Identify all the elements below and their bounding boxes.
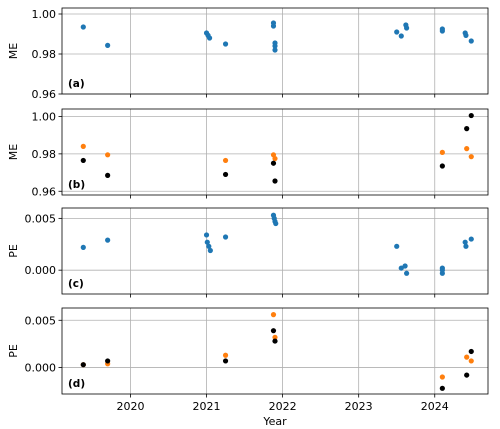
data-point [105, 152, 111, 158]
axes-frame [61, 307, 489, 395]
data-point [80, 244, 86, 250]
data-point [398, 33, 404, 39]
y-axis-label: ME [7, 43, 20, 59]
y-tick-label: 1.00 [32, 8, 57, 21]
data-point [439, 270, 445, 276]
data-point [468, 236, 474, 242]
data-point [273, 220, 279, 227]
x-tick-label: 2024 [421, 400, 449, 413]
data-point [468, 154, 474, 160]
data-point [270, 23, 277, 29]
data-point [463, 32, 469, 39]
data-point [463, 243, 469, 249]
x-tick-label: 2020 [116, 400, 144, 413]
data-point [206, 35, 213, 41]
y-tick-label: 0.000 [25, 362, 57, 375]
data-point [272, 178, 278, 184]
data-point [468, 38, 474, 44]
data-point [206, 243, 212, 249]
x-tick-label: 2022 [269, 400, 297, 413]
data-point [439, 385, 445, 391]
data-point [394, 29, 400, 35]
data-point [270, 328, 277, 334]
data-point [204, 239, 210, 245]
data-point [272, 47, 278, 53]
data-point [203, 232, 210, 238]
y-tick-label: 1.00 [32, 110, 57, 123]
axes-frame [61, 7, 489, 95]
data-point [222, 234, 229, 240]
data-point [402, 263, 408, 269]
data-point [105, 172, 111, 178]
data-point [222, 352, 229, 358]
data-point [464, 372, 470, 378]
y-tick-label: 0.98 [32, 48, 57, 61]
data-point [468, 112, 474, 119]
data-point [272, 43, 278, 49]
y-tick-label: 0.005 [25, 314, 57, 327]
panel-label: (c) [68, 278, 84, 290]
data-point [222, 41, 229, 47]
data-point [272, 155, 278, 162]
data-point [439, 28, 445, 34]
y-axis-label: ME [7, 144, 20, 160]
y-axis-label: PE [7, 344, 20, 358]
y-axis-label: PE [7, 244, 20, 258]
data-point [222, 358, 229, 364]
data-point [439, 374, 445, 380]
data-point [404, 25, 410, 31]
data-point [105, 42, 111, 49]
data-point [272, 334, 278, 340]
data-point [80, 143, 86, 149]
data-point [398, 265, 404, 271]
panel-label: (b) [68, 179, 85, 191]
data-point [80, 24, 86, 30]
axes-frame [61, 108, 489, 196]
data-point [404, 270, 410, 276]
data-point [80, 362, 86, 368]
data-point [105, 237, 111, 243]
data-point [105, 358, 111, 364]
data-point [439, 163, 445, 169]
data-point [207, 247, 213, 254]
data-point [394, 243, 400, 249]
data-point [80, 157, 86, 164]
data-point [272, 338, 278, 344]
y-tick-label: 0.96 [32, 88, 57, 101]
y-tick-label: 0.96 [32, 185, 57, 198]
data-point [464, 354, 470, 360]
x-tick-label: 2023 [345, 400, 373, 413]
y-tick-label: 0.005 [25, 212, 57, 225]
data-point [222, 157, 229, 164]
y-tick-label: 0.98 [32, 148, 57, 161]
panel-label: (d) [68, 378, 85, 390]
panel-2: 0.96 0.98 1.00 ME (b) [7, 108, 489, 199]
panel-3: 0.000 0.005 PE (c) [7, 207, 489, 298]
x-axis-label: Year [262, 415, 287, 428]
data-point [462, 239, 468, 245]
data-point [222, 171, 229, 178]
panel-4: 0.000 0.005 2020 2021 2022 2023 2024 PE (d) Year [7, 307, 489, 428]
panel-label: (a) [68, 78, 85, 90]
data-point [468, 358, 474, 364]
data-point [439, 149, 445, 155]
panel-1: 0.96 0.98 1.00 ME (a) [7, 7, 489, 101]
axes-frame [61, 207, 489, 295]
data-point [464, 146, 470, 152]
x-tick-label: 2021 [193, 400, 221, 413]
data-point [464, 126, 470, 132]
data-point [468, 348, 474, 355]
data-point [270, 312, 277, 318]
data-point [270, 160, 277, 166]
y-tick-label: 0.000 [25, 264, 57, 277]
